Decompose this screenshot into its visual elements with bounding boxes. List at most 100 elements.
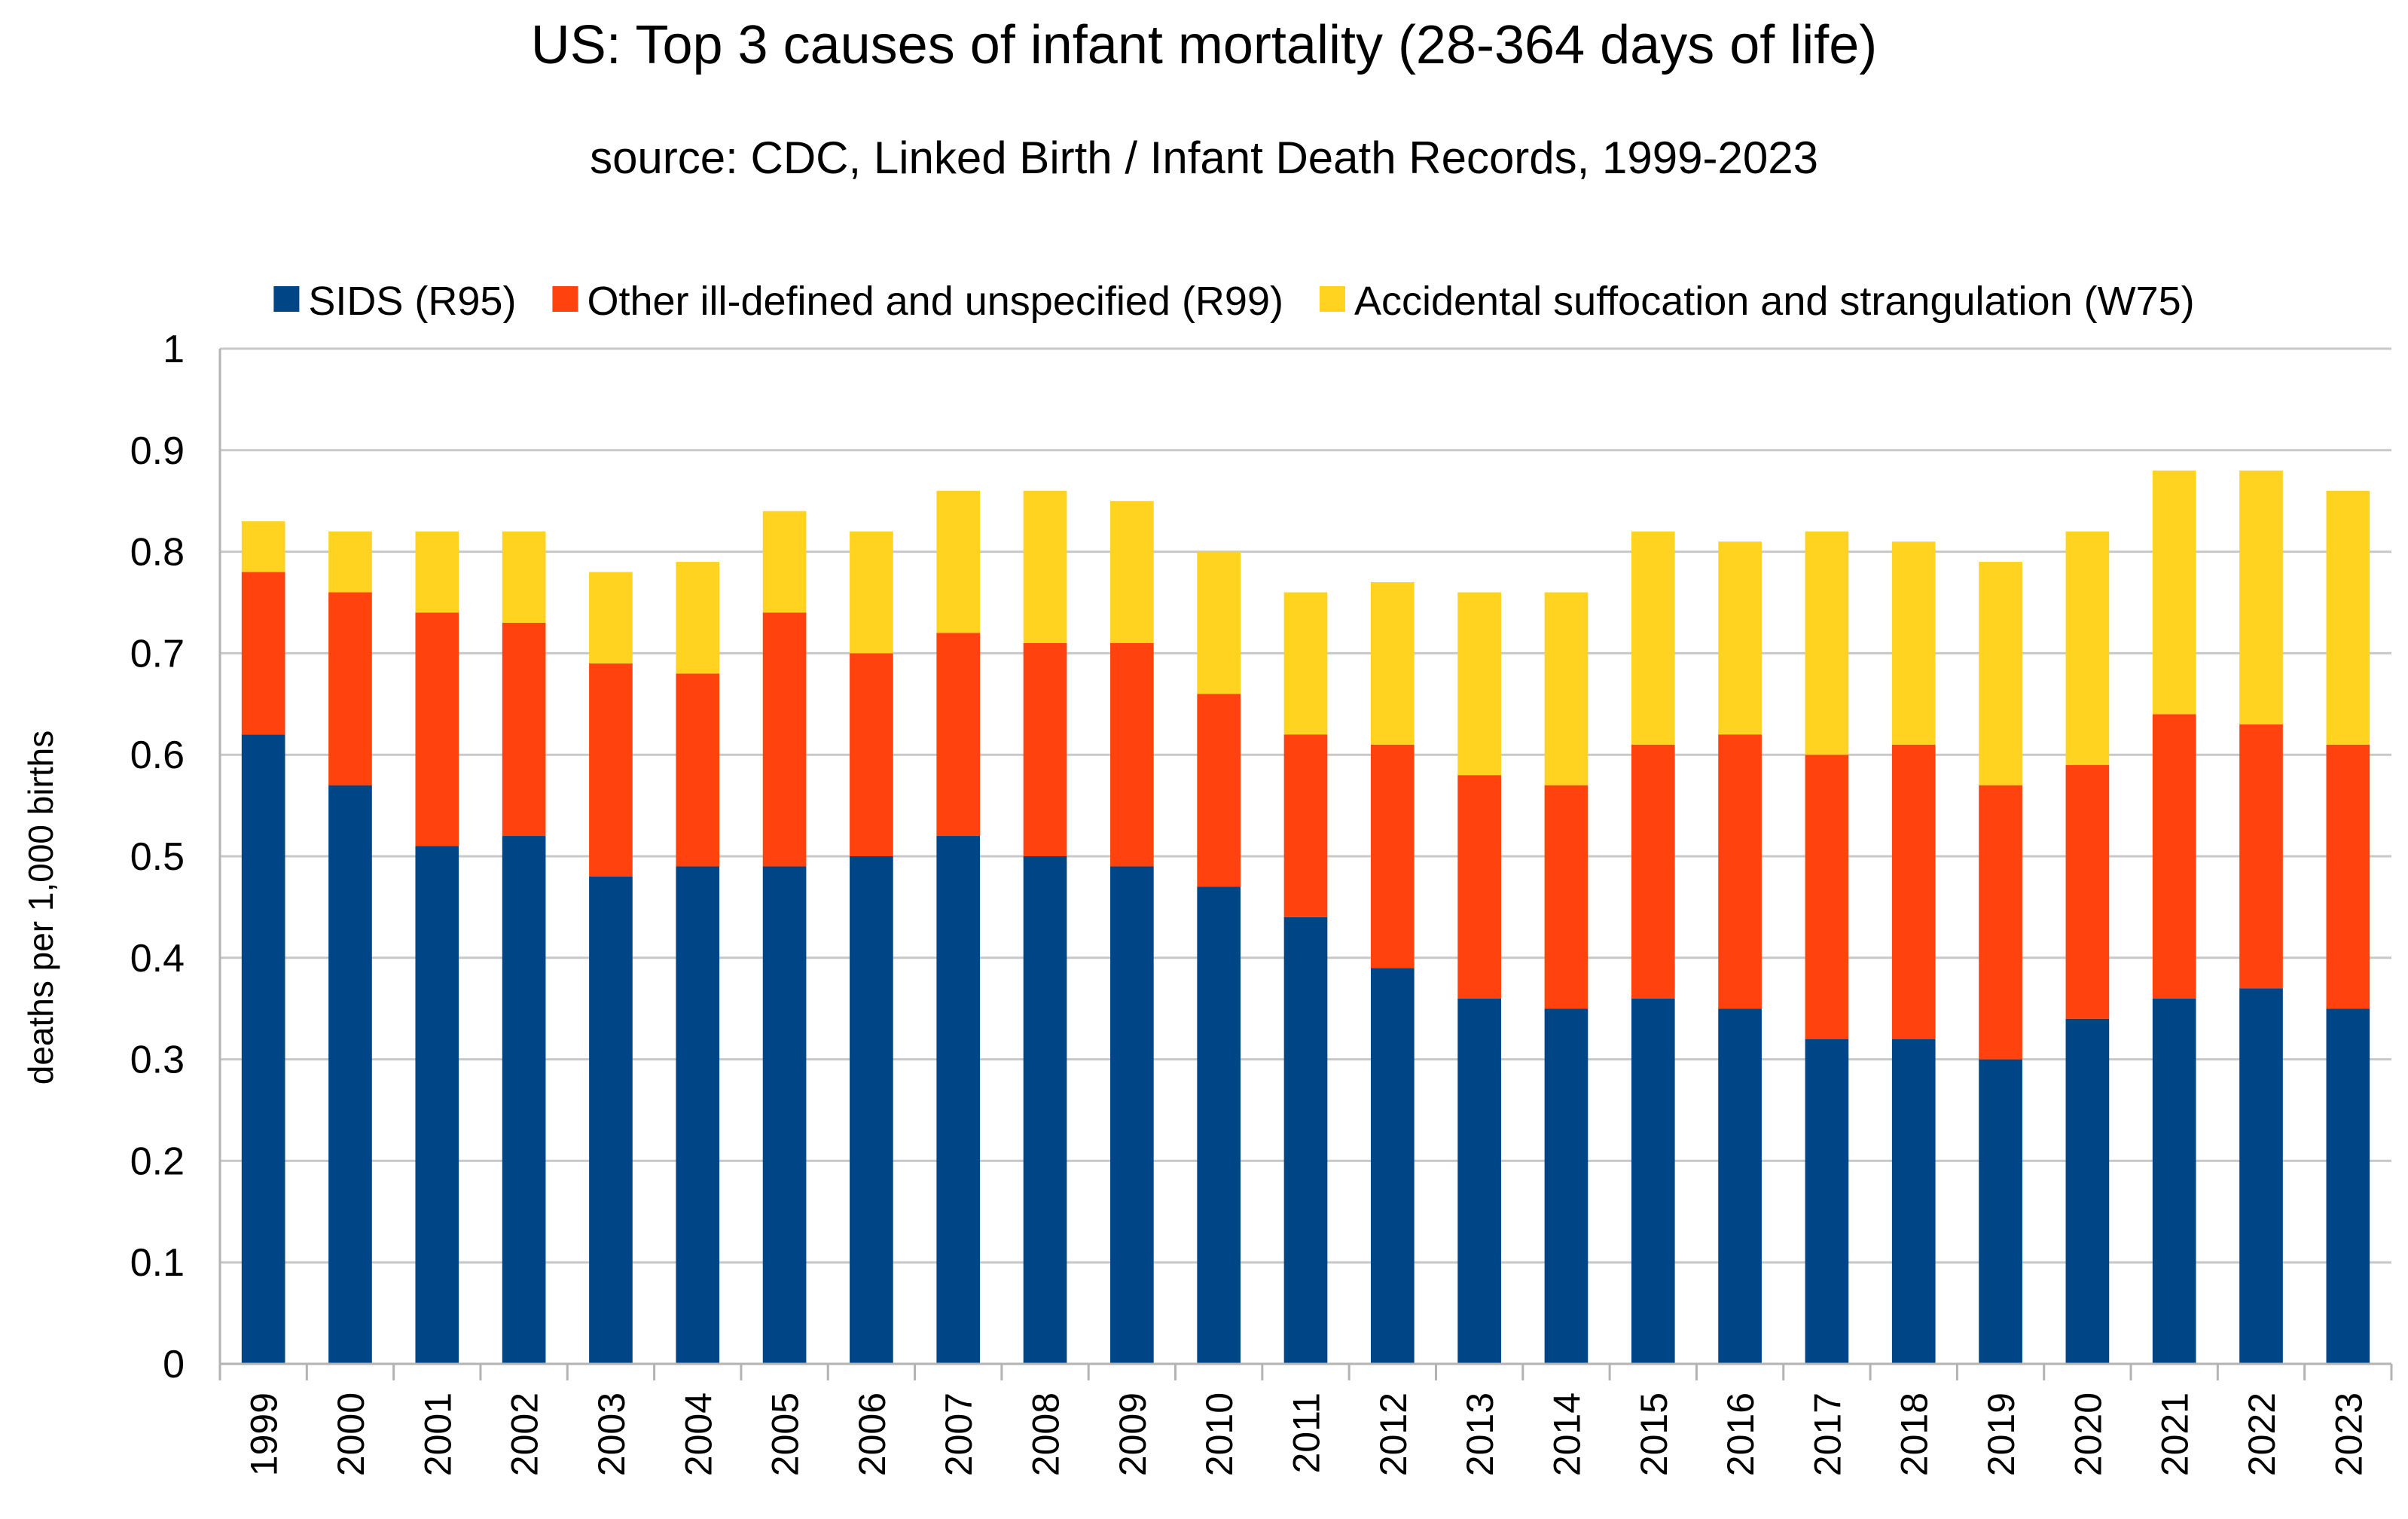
bar-segment [850, 856, 893, 1364]
bar-segment [1197, 694, 1241, 887]
bar-segment [676, 866, 720, 1364]
bar-segment [1197, 886, 1241, 1364]
bar-segment [1718, 1008, 1762, 1364]
bar-segment [1631, 531, 1675, 745]
bar-segment [1891, 1039, 1936, 1364]
x-tick-label: 2007 [938, 1392, 980, 1476]
bars [241, 470, 2370, 1364]
bar-segment [936, 490, 981, 633]
bar-segment [589, 572, 633, 663]
y-axis-title: deaths per 1,000 births [21, 731, 60, 1085]
bar-segment [1110, 501, 1154, 643]
y-tick-label: 0.6 [130, 734, 185, 777]
bar-segment [1023, 490, 1067, 643]
y-tick-label: 0.5 [130, 835, 185, 879]
bar-segment [936, 836, 981, 1364]
legend-item: Accidental suffocation and strangulation… [1319, 279, 2195, 324]
x-tick-label: 1999 [243, 1392, 285, 1476]
bar-segment [762, 511, 807, 613]
x-tick-label: 2010 [1198, 1392, 1241, 1476]
bar-segment [676, 673, 720, 867]
x-tick-label: 2016 [1720, 1392, 1762, 1476]
bar-segment [2239, 724, 2283, 989]
legend-item: SIDS (R95) [273, 279, 516, 324]
x-tick-label: 2018 [1894, 1392, 1936, 1476]
bar-segment [676, 562, 720, 674]
bar-segment [2152, 998, 2196, 1364]
bar-segment [2152, 714, 2196, 999]
bar-segment [2326, 744, 2370, 1009]
bar-segment [1370, 968, 1415, 1364]
bar-segment [502, 836, 546, 1364]
legend-swatch [552, 286, 578, 312]
bar-segment [415, 846, 459, 1364]
bar-segment [502, 622, 546, 837]
bar-segment [328, 531, 372, 593]
legend-swatch [273, 286, 300, 312]
bar-segment [2065, 531, 2110, 765]
bar-segment [2326, 490, 2370, 745]
bar-segment [1283, 734, 1328, 917]
bar-segment [1457, 592, 1501, 776]
bar-segment [1891, 744, 1936, 1039]
legend-label: Accidental suffocation and strangulation… [1354, 279, 2195, 324]
legend-label: Other ill-defined and unspecified (R99) [587, 279, 1283, 324]
bar-segment [1805, 755, 1849, 1039]
y-tick-label: 0.4 [130, 937, 185, 981]
x-tick-label: 2003 [591, 1392, 633, 1476]
bar-segment [1979, 785, 2022, 1060]
bar-segment [2239, 988, 2283, 1364]
y-tick-label: 1 [163, 328, 185, 371]
bar-segment [328, 785, 372, 1364]
bar-segment [762, 612, 807, 867]
bar-segment [328, 592, 372, 785]
bar-segment [1544, 1008, 1589, 1364]
x-tick-label: 2005 [765, 1392, 807, 1476]
bar-segment [1544, 592, 1589, 785]
bar-segment [1370, 744, 1415, 968]
bar-segment [1370, 582, 1415, 745]
bar-segment [1805, 1039, 1849, 1364]
bar-segment [2065, 764, 2110, 1019]
bar-segment [241, 734, 285, 1364]
bar-segment [502, 531, 546, 623]
bar-segment [1891, 541, 1936, 745]
bar-segment [1197, 551, 1241, 694]
x-tick-label: 2008 [1025, 1392, 1067, 1476]
bar-segment [762, 866, 807, 1364]
x-tick-label: 2011 [1286, 1392, 1328, 1474]
bar-segment [1805, 531, 1849, 755]
bar-segment [936, 633, 981, 837]
bar-segment [1023, 642, 1067, 856]
y-tick-label: 0 [163, 1343, 185, 1386]
x-tick-label: 2012 [1372, 1392, 1415, 1476]
x-tick-label: 2017 [1806, 1392, 1848, 1476]
x-tick-label: 2022 [2241, 1392, 2283, 1476]
axes [218, 349, 2393, 1380]
y-tick-label: 0.1 [130, 1241, 185, 1285]
x-tick-label: 2002 [504, 1392, 546, 1476]
y-tick-label: 0.7 [130, 632, 185, 676]
legend-label: SIDS (R95) [308, 279, 516, 324]
x-tick-label: 2023 [2327, 1392, 2370, 1476]
bar-segment [1283, 917, 1328, 1364]
bar-segment [1023, 856, 1067, 1364]
x-tick-label: 2015 [1633, 1392, 1675, 1476]
x-tick-label: 2020 [2067, 1392, 2109, 1476]
bar-segment [1631, 744, 1675, 999]
bar-segment [1979, 562, 2022, 785]
x-tick-label: 2009 [1112, 1392, 1154, 1476]
bar-segment [415, 531, 459, 613]
x-tick-label: 2000 [330, 1392, 372, 1476]
y-tick-label: 0.8 [130, 531, 185, 575]
y-tick-label: 0.3 [130, 1039, 185, 1082]
y-tick-label: 0.2 [130, 1139, 185, 1183]
bar-segment [1457, 998, 1501, 1364]
bar-segment [1544, 785, 1589, 1009]
chart-subtitle: source: CDC, Linked Birth / Infant Death… [590, 133, 1818, 183]
legend: SIDS (R95) Other ill-defined and unspecif… [273, 279, 2195, 324]
bar-segment [850, 531, 893, 654]
bar-segment [2326, 1008, 2370, 1364]
bar-segment [589, 663, 633, 877]
x-tick-label: 2006 [851, 1392, 893, 1476]
